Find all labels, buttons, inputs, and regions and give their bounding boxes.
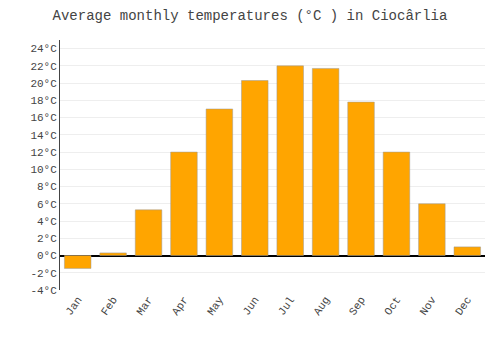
svg-text:8°C: 8°C [37,181,57,193]
svg-text:16°C: 16°C [30,112,57,124]
svg-text:Feb: Feb [99,294,120,317]
svg-text:0°C: 0°C [37,250,57,262]
svg-text:May: May [205,294,226,317]
svg-text:6°C: 6°C [37,199,57,211]
svg-text:Mar: Mar [134,294,155,317]
svg-text:14°C: 14°C [30,130,57,142]
svg-text:-4°C: -4°C [30,285,57,297]
svg-text:24°C: 24°C [30,43,57,55]
svg-text:22°C: 22°C [30,61,57,73]
svg-text:Aug: Aug [311,294,332,317]
svg-text:Nov: Nov [418,294,439,317]
svg-text:10°C: 10°C [30,164,57,176]
svg-text:4°C: 4°C [37,216,57,228]
svg-text:Sep: Sep [347,294,368,317]
svg-text:18°C: 18°C [30,95,57,107]
svg-text:Jan: Jan [63,294,84,317]
svg-text:2°C: 2°C [37,233,57,245]
svg-text:Dec: Dec [453,294,474,317]
svg-text:Jul: Jul [276,294,297,317]
svg-text:Apr: Apr [170,294,191,317]
svg-text:20°C: 20°C [30,78,57,90]
svg-text:Jun: Jun [241,294,262,317]
svg-text:12°C: 12°C [30,147,57,159]
svg-text:-2°C: -2°C [30,268,57,280]
svg-text:Average monthly temperatures (: Average monthly temperatures (°C ) in Ci… [53,8,448,24]
svg-text:Oct: Oct [382,294,403,317]
